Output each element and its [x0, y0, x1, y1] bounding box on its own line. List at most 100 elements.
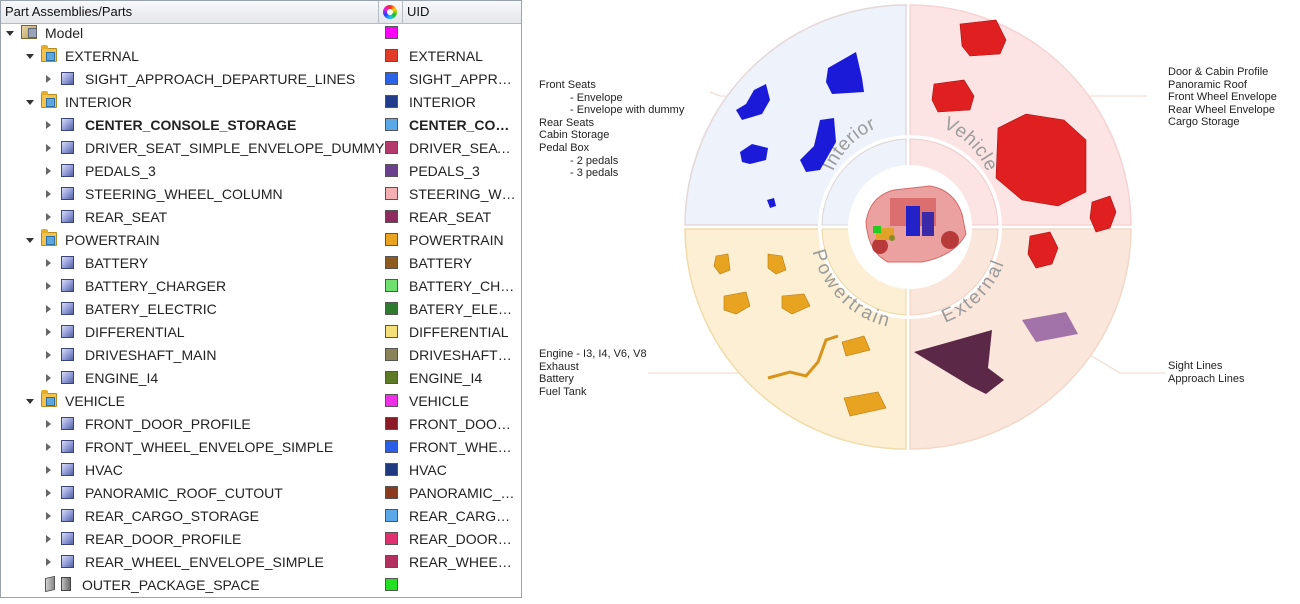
color-swatch[interactable] — [385, 509, 398, 522]
tree-row[interactable]: PEDALS_3 PEDALS_3 — [1, 160, 521, 183]
tree-row[interactable]: PANORAMIC_ROOF_CUTOUT PANORAMIC_ROOF_CUTO… — [1, 482, 521, 505]
tree-row-label: HVAC — [85, 462, 123, 478]
tree-row[interactable]: OUTER_PACKAGE_SPACE — [1, 574, 521, 597]
color-swatch[interactable] — [385, 394, 398, 407]
color-swatch[interactable] — [385, 49, 398, 62]
annotation-line: Approach Lines — [1168, 373, 1244, 386]
part-icon — [61, 141, 74, 154]
annotation-interior: Front Seats - Envelope - Envelope with dum… — [539, 79, 684, 180]
color-wheel-icon[interactable] — [383, 5, 397, 19]
collapse-toggle-icon[interactable] — [46, 75, 51, 83]
center-car-model[interactable] — [866, 186, 966, 262]
color-swatch[interactable] — [385, 95, 398, 108]
tree-row[interactable]: REAR_SEAT REAR_SEAT — [1, 206, 521, 229]
tree-row[interactable]: BATERY_ELECTRIC BATERY_ELECTRIC — [1, 298, 521, 321]
tree-row[interactable]: CENTER_CONSOLE_STORAGE CENTER_CONSOLE_STO… — [1, 114, 521, 137]
tree-row-label: OUTER_PACKAGE_SPACE — [82, 577, 260, 593]
tree-row[interactable]: BATTERY BATTERY — [1, 252, 521, 275]
part-icon — [61, 325, 74, 338]
collapse-toggle-icon[interactable] — [46, 167, 51, 175]
color-swatch[interactable] — [385, 578, 398, 591]
color-swatch[interactable] — [385, 210, 398, 223]
collapse-toggle-icon[interactable] — [46, 489, 51, 497]
tree-row[interactable]: EXTERNAL EXTERNAL — [1, 45, 521, 68]
tree-row[interactable]: SIGHT_APPROACH_DEPARTURE_LINES SIGHT_APPR… — [1, 68, 521, 91]
collapse-toggle-icon[interactable] — [46, 213, 51, 221]
tree-row[interactable]: ENGINE_I4 ENGINE_I4 — [1, 367, 521, 390]
part-icon — [61, 302, 74, 315]
color-swatch[interactable] — [385, 463, 398, 476]
tree-row-uid: SIGHT_APPROACH_DEPARTURE_LINES — [409, 71, 519, 87]
color-swatch[interactable] — [385, 532, 398, 545]
model-icon — [21, 25, 37, 39]
collapse-toggle-icon[interactable] — [46, 443, 51, 451]
expand-toggle-icon[interactable] — [26, 54, 34, 59]
tree-row-uid: ENGINE_I4 — [409, 370, 519, 386]
tree-row-label: REAR_CARGO_STORAGE — [85, 508, 259, 524]
collapse-toggle-icon[interactable] — [46, 305, 51, 313]
tree-row[interactable]: DRIVER_SEAT_SIMPLE_ENVELOPE_DUMMY DRIVER_… — [1, 137, 521, 160]
color-swatch[interactable] — [385, 233, 398, 246]
color-swatch[interactable] — [385, 187, 398, 200]
tree-row[interactable]: FRONT_WHEEL_ENVELOPE_SIMPLE FRONT_WHEEL_E… — [1, 436, 521, 459]
tree-row-uid: EXTERNAL — [409, 48, 519, 64]
color-swatch[interactable] — [385, 348, 398, 361]
color-swatch[interactable] — [385, 440, 398, 453]
collapse-toggle-icon[interactable] — [46, 282, 51, 290]
tree-row[interactable]: FRONT_DOOR_PROFILE FRONT_DOOR_PROFILE — [1, 413, 521, 436]
tree-row[interactable]: POWERTRAIN POWERTRAIN — [1, 229, 521, 252]
tree-row[interactable]: Model — [1, 22, 521, 45]
collapse-toggle-icon[interactable] — [46, 535, 51, 543]
color-swatch[interactable] — [385, 72, 398, 85]
collapse-toggle-icon[interactable] — [46, 328, 51, 336]
part-icon — [61, 256, 74, 269]
column-header-uid[interactable]: UID — [407, 4, 429, 19]
collapse-toggle-icon[interactable] — [46, 259, 51, 267]
expand-toggle-icon[interactable] — [26, 100, 34, 105]
color-swatch[interactable] — [385, 486, 398, 499]
tree-row[interactable]: REAR_CARGO_STORAGE REAR_CARGO_STORAGE — [1, 505, 521, 528]
column-header-parts[interactable]: Part Assemblies/Parts — [5, 4, 132, 19]
color-swatch[interactable] — [385, 302, 398, 315]
color-swatch[interactable] — [385, 164, 398, 177]
tree-row-label: DIFFERENTIAL — [85, 324, 185, 340]
collapse-toggle-icon[interactable] — [46, 558, 51, 566]
tree-row[interactable]: VEHICLE VEHICLE — [1, 390, 521, 413]
expand-toggle-icon[interactable] — [26, 238, 34, 243]
color-swatch[interactable] — [385, 417, 398, 430]
color-swatch[interactable] — [385, 26, 398, 39]
expand-toggle-icon[interactable] — [6, 31, 14, 36]
collapse-toggle-icon[interactable] — [46, 374, 51, 382]
tree-row[interactable]: INTERIOR INTERIOR — [1, 91, 521, 114]
part-icon — [61, 118, 74, 131]
tree-row[interactable]: DRIVESHAFT_MAIN DRIVESHAFT_MAIN — [1, 344, 521, 367]
tree-row[interactable]: HVAC HVAC — [1, 459, 521, 482]
tree-row[interactable]: BATTERY_CHARGER BATTERY_CHARGER — [1, 275, 521, 298]
tree-row[interactable]: REAR_WHEEL_ENVELOPE_SIMPLE REAR_WHEEL_ENV… — [1, 551, 521, 574]
tree-row[interactable]: DIFFERENTIAL DIFFERENTIAL — [1, 321, 521, 344]
tree-row-label: SIGHT_APPROACH_DEPARTURE_LINES — [85, 71, 355, 87]
annotation-vehicle: Door & Cabin Profile Panoramic Roof Front … — [1168, 66, 1277, 129]
collapse-toggle-icon[interactable] — [46, 512, 51, 520]
annotation-line: - 3 pedals — [539, 167, 684, 180]
color-swatch[interactable] — [385, 371, 398, 384]
color-swatch[interactable] — [385, 279, 398, 292]
part-icon — [61, 509, 74, 522]
color-swatch[interactable] — [385, 555, 398, 568]
color-swatch[interactable] — [385, 141, 398, 154]
collapse-toggle-icon[interactable] — [46, 466, 51, 474]
expand-toggle-icon[interactable] — [26, 399, 34, 404]
tree-row-uid: FRONT_DOOR_PROFILE — [409, 416, 519, 432]
collapse-toggle-icon[interactable] — [46, 351, 51, 359]
color-swatch[interactable] — [385, 118, 398, 131]
tree-row[interactable]: REAR_DOOR_PROFILE REAR_DOOR_PROFILE — [1, 528, 521, 551]
collapse-toggle-icon[interactable] — [46, 144, 51, 152]
assembly-folder-icon — [41, 94, 57, 108]
tree-row[interactable]: STEERING_WHEEL_COLUMN STEERING_WHEEL_COLU… — [1, 183, 521, 206]
color-swatch[interactable] — [385, 256, 398, 269]
color-swatch[interactable] — [385, 325, 398, 338]
front-wheel-envelope-shape[interactable] — [1090, 196, 1116, 232]
collapse-toggle-icon[interactable] — [46, 121, 51, 129]
collapse-toggle-icon[interactable] — [46, 420, 51, 428]
collapse-toggle-icon[interactable] — [46, 190, 51, 198]
